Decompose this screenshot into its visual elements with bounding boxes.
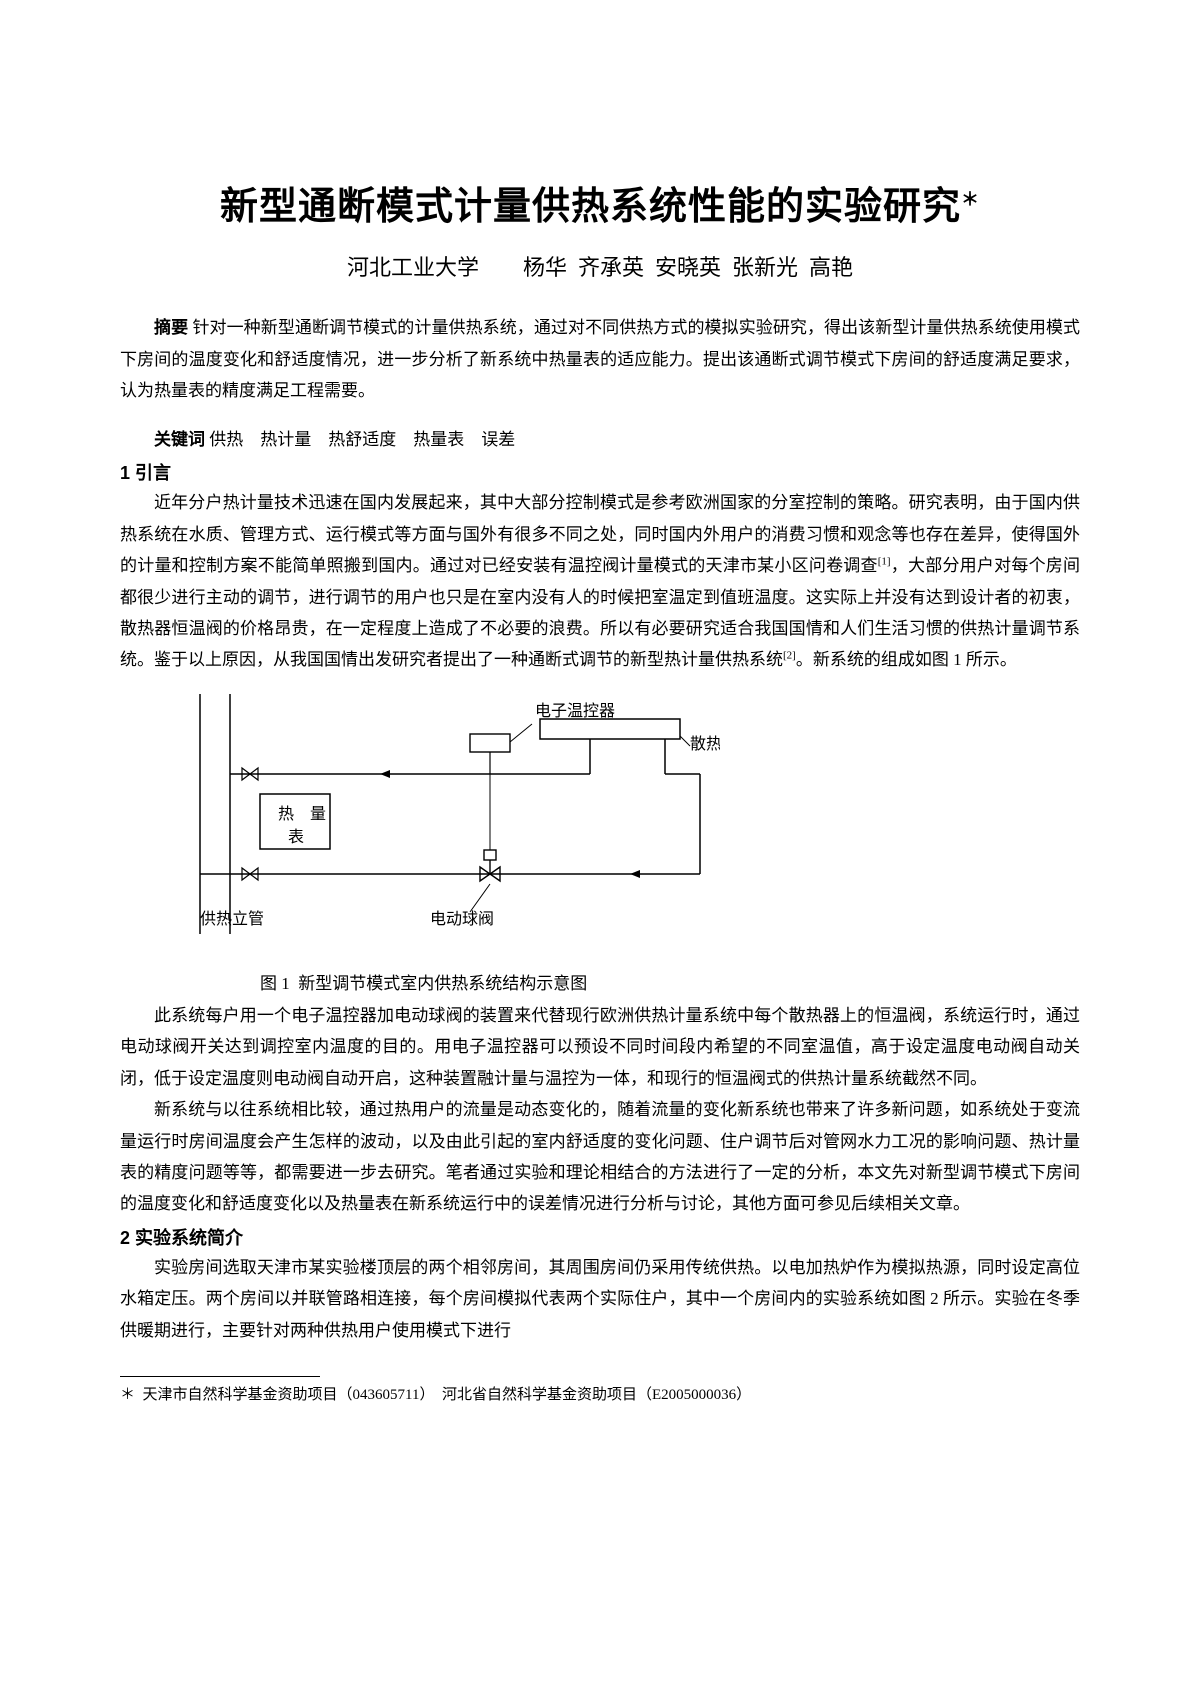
paper-title: 新型通断模式计量供热系统性能的实验研究＊ [120, 175, 1080, 230]
title-footnote-mark: ＊ [961, 190, 980, 210]
citation-1: [1] [878, 555, 891, 567]
fig1-label-heatmeter-2: 表 [288, 828, 304, 846]
keywords-text: 供热 热计量 热舒适度 热量表 误差 [209, 430, 515, 449]
section-1-para-2: 此系统每户用一个电子温控器加电动球阀的装置来代替现行欧洲供热计量系统中每个散热器… [120, 1000, 1080, 1094]
footnote: ＊ 天津市自然科学基金资助项目（043605711） 河北省自然科学基金资助项目… [120, 1383, 1080, 1407]
fig1-label-valve: 电动球阀 [430, 910, 494, 928]
figure-1-svg: 电子温控器 散热器 热 量 表 供热立管 电动球阀 [160, 694, 720, 954]
section-1-para-3: 新系统与以往系统相比较，通过热用户的流量是动态变化的，随着流量的变化新系统也带来… [120, 1094, 1080, 1220]
figure-1: 电子温控器 散热器 热 量 表 供热立管 电动球阀 图 1 新型调节模式室内供热… [120, 694, 1080, 994]
authors-line: 河北工业大学 杨华 齐承英 安晓英 张新光 高艳 [120, 250, 1080, 282]
fig1-label-heatmeter-1: 热 量 [278, 805, 326, 823]
footnote-separator [120, 1376, 320, 1377]
section-1-para-1: 近年分户热计量技术迅速在国内发展起来，其中大部分控制模式是参考欧洲国家的分室控制… [120, 487, 1080, 676]
abstract: 摘要 针对一种新型通断调节模式的计量供热系统，通过对不同供热方式的模拟实验研究，… [120, 312, 1080, 406]
abstract-text: 针对一种新型通断调节模式的计量供热系统，通过对不同供热方式的模拟实验研究，得出该… [120, 318, 1080, 400]
keywords: 关键词 供热 热计量 热舒适度 热量表 误差 [120, 424, 1080, 455]
figure-1-caption: 图 1 新型调节模式室内供热系统结构示意图 [260, 969, 1080, 994]
fig1-label-riser: 供热立管 [200, 910, 264, 928]
section-1-heading: 1 引言 [120, 459, 1080, 485]
section-2-heading: 2 实验系统简介 [120, 1224, 1080, 1250]
section-2-para-1: 实验房间选取天津市某实验楼顶层的两个相邻房间，其周围房间仍采用传统供热。以电加热… [120, 1252, 1080, 1346]
citation-2: [2] [783, 650, 796, 662]
fig1-label-thermostat: 电子温控器 [535, 702, 615, 720]
keywords-label: 关键词 [154, 430, 205, 449]
abstract-label: 摘要 [154, 318, 188, 337]
fig1-label-radiator: 散热器 [690, 735, 720, 753]
